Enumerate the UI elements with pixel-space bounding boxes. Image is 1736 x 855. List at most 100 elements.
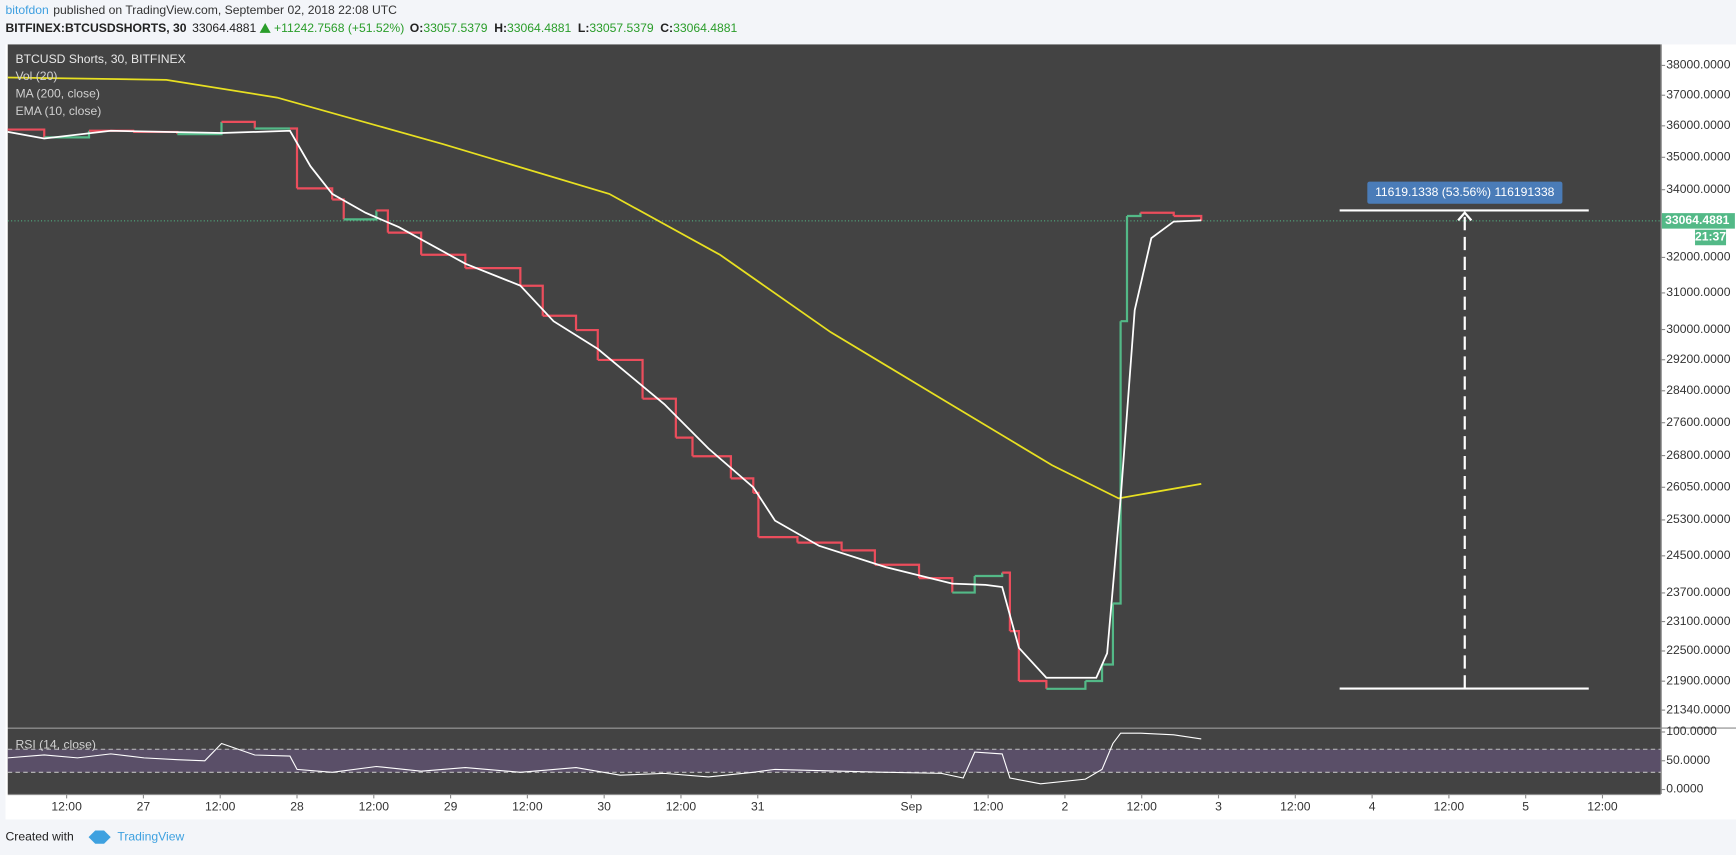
y-tick-label: 25300.0000: [1666, 512, 1730, 526]
x-tick-label: 12:00: [205, 799, 236, 813]
y-tick-label: 27600.0000: [1666, 415, 1730, 429]
indicator-line: [7, 76, 1202, 500]
ohlc-label: L:: [578, 21, 589, 35]
x-tick-label: 3: [1215, 799, 1222, 813]
price-step: [465, 266, 522, 286]
y-tick-label: 32000.0000: [1666, 250, 1730, 264]
y-tick-label: 22500.0000: [1666, 643, 1730, 657]
x-tick-label: 28: [290, 799, 304, 813]
price-step: [758, 536, 799, 543]
ohlc-label: C:: [660, 21, 673, 35]
x-tick-label: 12:00: [973, 799, 1004, 813]
price-step: [376, 209, 389, 233]
header-line-2: BITFINEX:BTCUSDSHORTS, 30 33064.4881 +1124…: [6, 21, 738, 35]
x-tick-label: 27: [137, 799, 151, 813]
price-step: [297, 187, 334, 200]
x-tick-label: Sep: [901, 799, 923, 813]
brand-logo: [88, 830, 111, 844]
y-tick-label: 26050.0000: [1666, 480, 1730, 494]
price-step: [1102, 603, 1115, 666]
x-tick-label: 12:00: [1587, 799, 1618, 813]
rsi-y-tick-label: 0.0000: [1666, 782, 1703, 796]
y-tick-label: 34000.0000: [1666, 182, 1730, 196]
volume-label: Vol (20): [16, 69, 58, 83]
price-step: [1018, 679, 1048, 689]
price-step: [1046, 681, 1087, 690]
price-step: [675, 436, 694, 457]
plot: 38000.0000 37000.0000 36000.0000 35000.0000…: [7, 58, 1735, 813]
price-step: [692, 455, 732, 479]
indicator-line: [7, 129, 1202, 679]
x-tick-label: 12:00: [512, 799, 543, 813]
price-step: [974, 572, 1004, 578]
x-tick-label: 2: [1062, 799, 1069, 813]
symbol: BITFINEX:BTCUSDSHORTS, 30: [6, 21, 187, 35]
footer-brand: TradingView: [117, 829, 184, 843]
change: +11242.7568 (+51.52%): [274, 21, 404, 35]
footer-created: Created with: [6, 829, 74, 843]
price-step: [1112, 321, 1122, 605]
last-price-label: 33064.4881: [1665, 213, 1729, 227]
x-tick-label: 12:00: [1280, 799, 1311, 813]
chart-title: BTCUSD Shorts, 30, BITFINEX: [16, 52, 186, 66]
rsi-label: RSI (14, close): [16, 737, 96, 751]
legend-ema: EMA (10, close): [16, 104, 102, 118]
rsi-line: [7, 732, 1202, 785]
header-line-1: bitofdon published on TradingView.com, Se…: [6, 3, 398, 17]
ohlc-value: 33057.5379: [589, 21, 653, 35]
ohlc-label: O:: [410, 21, 424, 35]
price-step: [542, 314, 578, 331]
change-arrow: [259, 22, 271, 33]
countdown: 21:37: [1695, 230, 1726, 244]
countdown-box: [1695, 229, 1727, 246]
y-tick-label: 31000.0000: [1666, 285, 1730, 299]
y-tick-label: 30000.0000: [1666, 322, 1730, 336]
ohlc-label: H:: [494, 21, 507, 35]
ohlc-value: 33064.4881: [673, 21, 737, 35]
header-price: 33064.4881: [192, 21, 256, 35]
x-tick-label: 12:00: [359, 799, 390, 813]
x-tick-label: 30: [597, 799, 611, 813]
price-step: [177, 121, 223, 136]
last-price-box: [1661, 213, 1735, 229]
ohlc-value: 33064.4881: [507, 21, 571, 35]
y-tick-label: 29200.0000: [1666, 352, 1730, 366]
price-step: [343, 210, 378, 221]
rsi-y-tick-label: 100.0000: [1666, 724, 1717, 738]
x-tick-label: 12:00: [51, 799, 82, 813]
price-step: [1173, 214, 1203, 221]
price-step: [289, 127, 299, 189]
x-tick-label: 12:00: [1127, 799, 1158, 813]
price-step: [1002, 571, 1012, 632]
price-step: [642, 397, 677, 438]
y-tick-label: 36000.0000: [1666, 118, 1730, 132]
rsi-y-tick-label: 50.0000: [1666, 753, 1710, 767]
price-step: [221, 120, 256, 129]
legend-ma: MA (200, close): [16, 86, 100, 100]
price-step: [1120, 216, 1129, 323]
price-step: [1009, 630, 1020, 682]
x-tick-label: 12:00: [666, 799, 697, 813]
price-step: [7, 128, 46, 138]
price-pane: [7, 44, 1661, 728]
x-tick-label: 12:00: [1434, 799, 1465, 813]
y-tick-label: 28400.0000: [1666, 383, 1730, 397]
price-step: [1085, 664, 1104, 683]
y-tick-label: 38000.0000: [1666, 58, 1730, 72]
price-step: [387, 231, 423, 255]
x-tick-label: 29: [444, 799, 458, 813]
author: bitofdon: [6, 3, 49, 17]
y-tick-label: 35000.0000: [1666, 150, 1730, 164]
published: published on TradingView.com, September …: [53, 3, 397, 17]
x-tick-label: 4: [1369, 799, 1376, 813]
measure-arrowhead: [1457, 210, 1473, 222]
price-step: [874, 563, 921, 579]
y-tick-label: 23100.0000: [1666, 614, 1730, 628]
y-tick-label: 26800.0000: [1666, 448, 1730, 462]
measure-box: [1367, 181, 1563, 204]
measure-label: 11619.1338 (53.56%) 116191338: [1375, 185, 1555, 199]
ohlc-value: 33057.5379: [423, 21, 487, 35]
y-tick-label: 23700.0000: [1666, 585, 1730, 599]
